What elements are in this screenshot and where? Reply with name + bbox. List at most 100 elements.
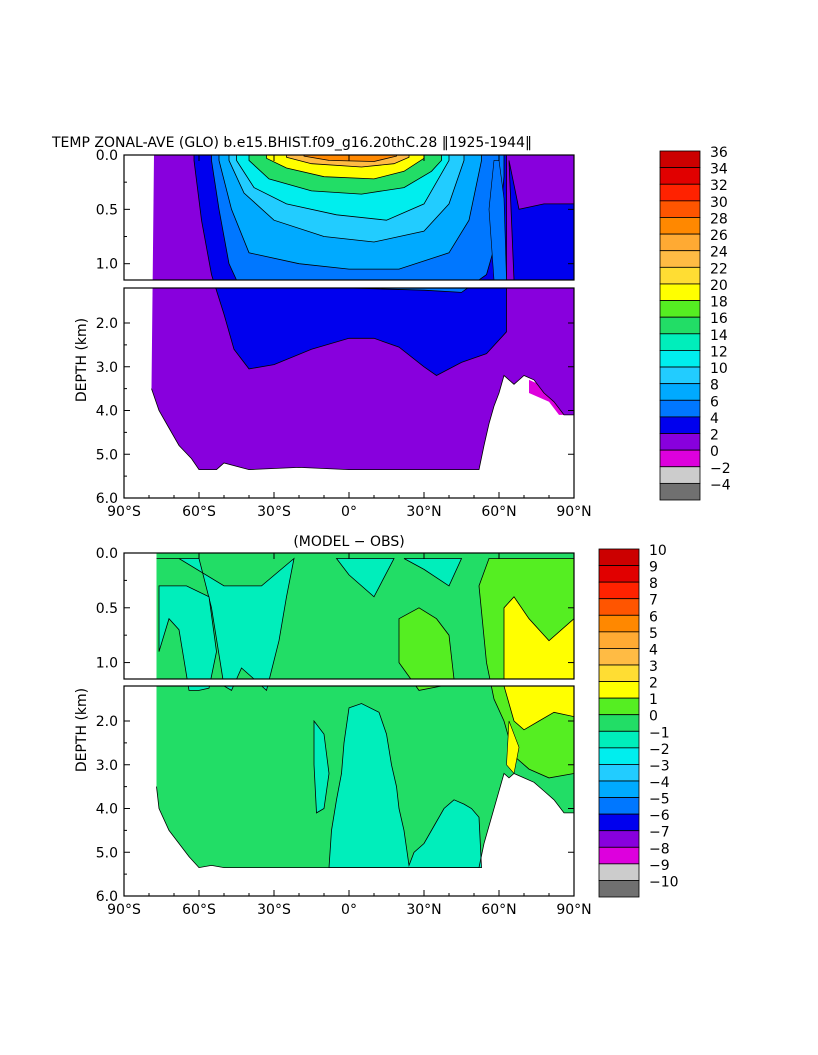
colorbar-label: 0 [649,709,658,725]
colorbar-label: 28 [710,211,728,227]
cool-region [158,585,217,691]
x-tick-label: 30°S [257,504,291,520]
field-clip [156,553,574,869]
colorbar-swatch [598,714,640,732]
chart-title: TEMP ZONAL-AVE (GLO) b.e15.BHIST.f09_g16… [51,135,532,151]
colorbar-swatch [598,780,640,798]
colorbar-swatch [598,797,640,815]
x-tick-label: 30°S [257,902,291,918]
colorbar-swatch [659,283,701,301]
arctic-warm-region [503,596,574,731]
bottom-line [156,772,574,869]
colorbar-swatch [659,482,701,501]
colorbar-label: −8 [649,841,670,857]
colorbar-swatch [598,581,640,600]
colorbar-swatch [598,880,640,898]
temperature-field [151,155,574,471]
colorbar-swatch [598,830,640,848]
y-tick-label: 2.0 [96,316,118,332]
colorbar-label: 4 [710,411,719,427]
cool-region [313,719,330,814]
colorbar-label: −2 [710,461,731,477]
colorbar-swatch [598,565,640,583]
y-tick-label: 2.0 [96,714,118,730]
colorbar-swatch [659,333,701,351]
anomaly-field [156,553,574,869]
colorbar-swatch [598,846,640,865]
colorbar-label: 2 [649,676,658,692]
colorbar-swatch [659,183,701,202]
x-tick-label: 30°N [406,902,441,918]
colorbar-label: 18 [710,295,728,311]
x-tick-label: 90°S [107,504,141,520]
colorbar-swatch [659,217,701,235]
colorbar-label: −1 [649,725,670,741]
colorbar-label: −10 [649,874,679,890]
cool-region [335,558,395,598]
colorbar-swatch [659,433,701,451]
y-tick-label: 0.0 [96,148,118,164]
colorbar-swatch [598,664,640,682]
colorbar-swatch [659,233,701,252]
colorbar-swatch [598,813,640,832]
x-tick-label: 60°N [481,504,516,520]
y-axis-label: DEPTH (km) [74,318,90,402]
colorbar-label: 22 [710,261,728,277]
colorbar-label: 5 [649,626,658,642]
axes: 90°S 60°S 30°S 0° 30°N 60°N 90°N 0.0 0.5 1.0 2.0 3.… [96,546,592,918]
colorbar-swatch [659,167,701,185]
colorbar-label: 36 [710,145,728,161]
cool-region [328,703,482,868]
colorbar-swatch [598,697,640,716]
colorbar-label: −7 [649,825,670,841]
colorbar-swatch [598,764,640,782]
x-tick-label: 90°N [556,902,591,918]
colorbar-swatch [598,730,640,749]
anomaly-panel: (MODEL − OBS) DEPTH (km) 90°S 60°S 30°S 0° 3… [74,534,679,918]
y-tick-label: 3.0 [96,360,118,376]
colorbar-label: −4 [710,477,731,493]
y-axis-label: DEPTH (km) [74,688,90,772]
colorbar-label: 10 [710,361,728,377]
colorbar-swatch [659,383,701,401]
colorbar-label: 20 [710,278,728,294]
colorbar-swatch [659,200,701,218]
cool-region [156,557,295,692]
y-tick-label: 1.0 [96,656,118,672]
axes: 90°S 60°S 30°S 0° 30°N 60°N 90°N 0.0 0.5 1.0 2.0 3.… [96,148,592,520]
colorbar-label: 0 [710,444,719,460]
field-clip [151,155,574,471]
colorbar-label: 16 [710,311,728,327]
x-tick-label: 90°S [107,902,141,918]
colorbar-label: 24 [710,245,728,261]
colorbar-swatch [598,747,640,765]
colorbar-label: 10 [649,543,667,559]
colorbar-label: 6 [710,394,719,410]
y-tick-label: 0.0 [96,546,118,562]
colorbar-label: −6 [649,808,670,824]
y-tick-label: 4.0 [96,802,118,818]
y-tick-label: 6.0 [96,491,118,507]
x-tick-label: 60°N [481,902,516,918]
colorbar-swatch [659,399,701,418]
colorbar-swatch [598,648,640,666]
colorbar-label: 3 [649,659,658,675]
colorbar-swatch [659,316,701,335]
colorbar-label: 7 [649,593,658,609]
chart-title: (MODEL − OBS) [293,534,404,550]
y-tick-label: 0.5 [96,601,118,617]
x-tick-label: 60°S [182,504,216,520]
colorbar-swatch [598,863,640,881]
colorbar-label: −2 [649,742,670,758]
colorbar-label: 4 [649,642,658,658]
colorbar-label: −4 [649,775,670,791]
colorbar-label: 14 [710,328,728,344]
x-tick-label: 0° [341,504,357,520]
y-tick-label: 6.0 [96,889,118,905]
y-tick-label: 5.0 [96,845,118,861]
colorbar-label: −9 [649,858,670,874]
colorbar-label: −3 [649,758,670,774]
colorbar-label: 8 [649,576,658,592]
colorbar-label: 6 [649,609,658,625]
